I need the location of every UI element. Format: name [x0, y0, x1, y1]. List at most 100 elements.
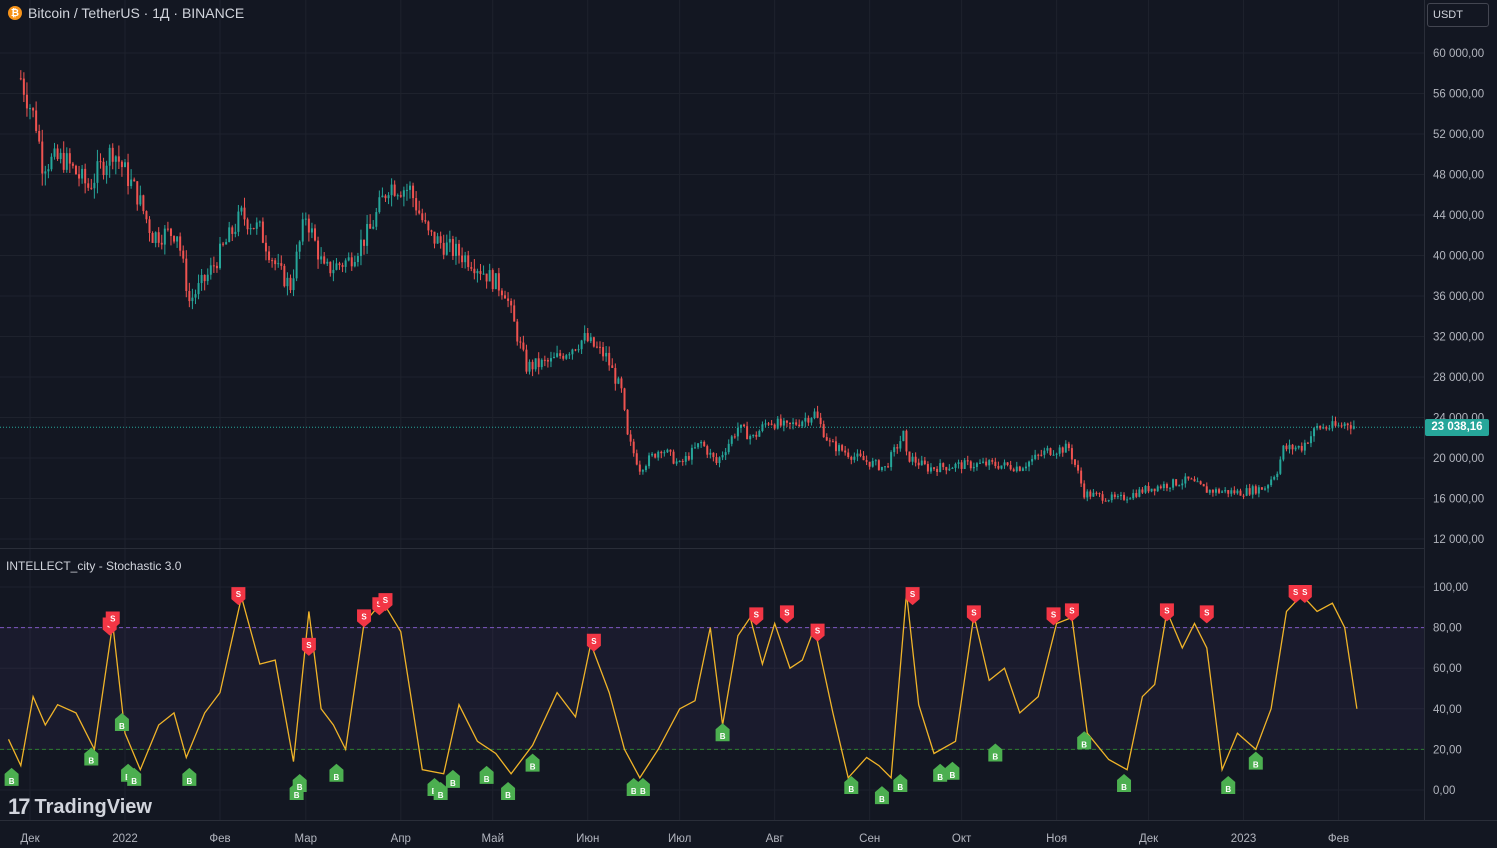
candle-body	[1254, 486, 1257, 494]
candle-body	[1285, 445, 1288, 450]
candle-body	[574, 349, 577, 351]
candle-body	[117, 156, 120, 162]
candle-body	[1251, 486, 1254, 495]
candle-body	[1208, 489, 1211, 493]
candle-body	[1113, 494, 1116, 497]
candle-body	[902, 430, 905, 442]
candle-body	[139, 195, 142, 205]
candle-body	[163, 228, 166, 245]
candle-body	[1205, 486, 1208, 493]
sell-signal-marker: S	[231, 587, 246, 606]
candle-body	[219, 243, 221, 269]
candle-body	[960, 462, 963, 469]
candle-body	[209, 265, 212, 275]
candle-body	[350, 257, 353, 267]
candle-body	[366, 223, 369, 246]
candle-body	[439, 236, 442, 243]
candle-body	[957, 462, 960, 464]
stoch-axis[interactable]: 100,00 80,00 60,00 40,00 20,00 0,00	[1433, 582, 1468, 797]
tradingview-logo[interactable]: 17 TradingView	[8, 794, 152, 820]
buy-signal-marker: B	[182, 767, 197, 786]
candle-body	[160, 242, 163, 245]
candle-body	[920, 460, 923, 466]
time-tick-label: Июн	[576, 833, 599, 845]
candle-body	[614, 367, 617, 384]
candle-body	[1233, 490, 1236, 494]
candle-body	[1089, 491, 1092, 497]
indicator-title[interactable]: INTELLECT_city - Stochastic 3.0	[6, 559, 182, 573]
candle-body	[1153, 488, 1156, 492]
buy-signal-marker: B	[114, 713, 129, 732]
price-tick-label: 56 000,00	[1433, 89, 1484, 101]
candle-body	[1162, 484, 1165, 489]
signal-label: B	[879, 795, 885, 804]
candle-body	[1070, 448, 1073, 460]
price-tick-label: 32 000,00	[1433, 332, 1484, 344]
buy-signal-marker: B	[501, 782, 516, 801]
candle-body	[280, 263, 283, 266]
candle-body	[1110, 494, 1113, 501]
candle-body	[491, 270, 494, 290]
price-tick-label: 44 000,00	[1433, 210, 1484, 222]
candle-body	[289, 277, 292, 291]
candle-body	[730, 436, 733, 444]
candle-body	[194, 294, 197, 298]
candle-body	[620, 378, 623, 389]
symbol-header[interactable]: ₿ Bitcoin / TetherUS · 1Д · BINANCE	[8, 5, 244, 21]
stoch-tick-label: 100,00	[1433, 582, 1468, 594]
candle-body	[804, 418, 807, 422]
candle-body	[114, 156, 117, 162]
candle-body	[1346, 423, 1349, 426]
candle-body	[1135, 493, 1138, 497]
candle-body	[525, 349, 528, 372]
candle-body	[390, 184, 393, 196]
candle-body	[461, 255, 464, 263]
candle-body	[1190, 478, 1193, 480]
candle-body	[111, 147, 114, 162]
buy-signal-marker: B	[988, 743, 1003, 762]
time-tick-label: Дек	[1139, 833, 1159, 845]
tradingview-wordmark: TradingView	[34, 795, 152, 818]
currency-button[interactable]: USDT	[1427, 3, 1489, 27]
candle-body	[1098, 493, 1101, 495]
time-tick-label: 2023	[1231, 833, 1257, 845]
price-axis[interactable]: 60 000,00 56 000,00 52 000,00 48 000,00 44 0…	[1433, 48, 1484, 546]
time-axis[interactable]: Дек 2022 Фев Мар Апр Май Июн Июл Авг Сен Окт Ноя Дек…	[20, 833, 1349, 845]
time-tick-label: Окт	[952, 833, 972, 845]
candle-body	[516, 321, 519, 342]
stoch-tick-label: 20,00	[1433, 744, 1462, 756]
candle-body	[856, 453, 859, 457]
candle-body	[292, 278, 295, 291]
signal-label: S	[754, 610, 760, 619]
candle-body	[405, 189, 408, 191]
sell-signal-marker: S	[105, 611, 120, 630]
candle-body	[504, 295, 506, 299]
candle-body	[387, 195, 390, 199]
candle-body	[785, 420, 788, 423]
candle-body	[966, 460, 969, 462]
symbol-title[interactable]: Bitcoin / TetherUS · 1Д · BINANCE	[28, 5, 245, 21]
candle-body	[678, 460, 681, 462]
candle-body	[1230, 490, 1233, 494]
candle-body	[127, 162, 130, 187]
candle-body	[1349, 425, 1352, 429]
candle-body	[151, 232, 154, 243]
candle-body	[776, 418, 779, 429]
candle-body	[203, 274, 206, 282]
candle-body	[1260, 487, 1263, 490]
candle-body	[991, 460, 994, 462]
candle-body	[1034, 454, 1037, 460]
candle-body	[105, 165, 108, 176]
candle-body	[347, 257, 350, 261]
buy-signal-marker: B	[844, 775, 859, 794]
candle-body	[41, 141, 44, 174]
candle-body	[795, 422, 798, 425]
candle-body	[1037, 454, 1040, 456]
signal-label: B	[88, 757, 94, 766]
candle-body	[25, 94, 28, 109]
time-tick-label: Ноя	[1046, 833, 1067, 845]
candle-body	[1224, 490, 1227, 492]
candle-body	[332, 269, 335, 274]
buy-signal-marker: B	[479, 765, 494, 784]
